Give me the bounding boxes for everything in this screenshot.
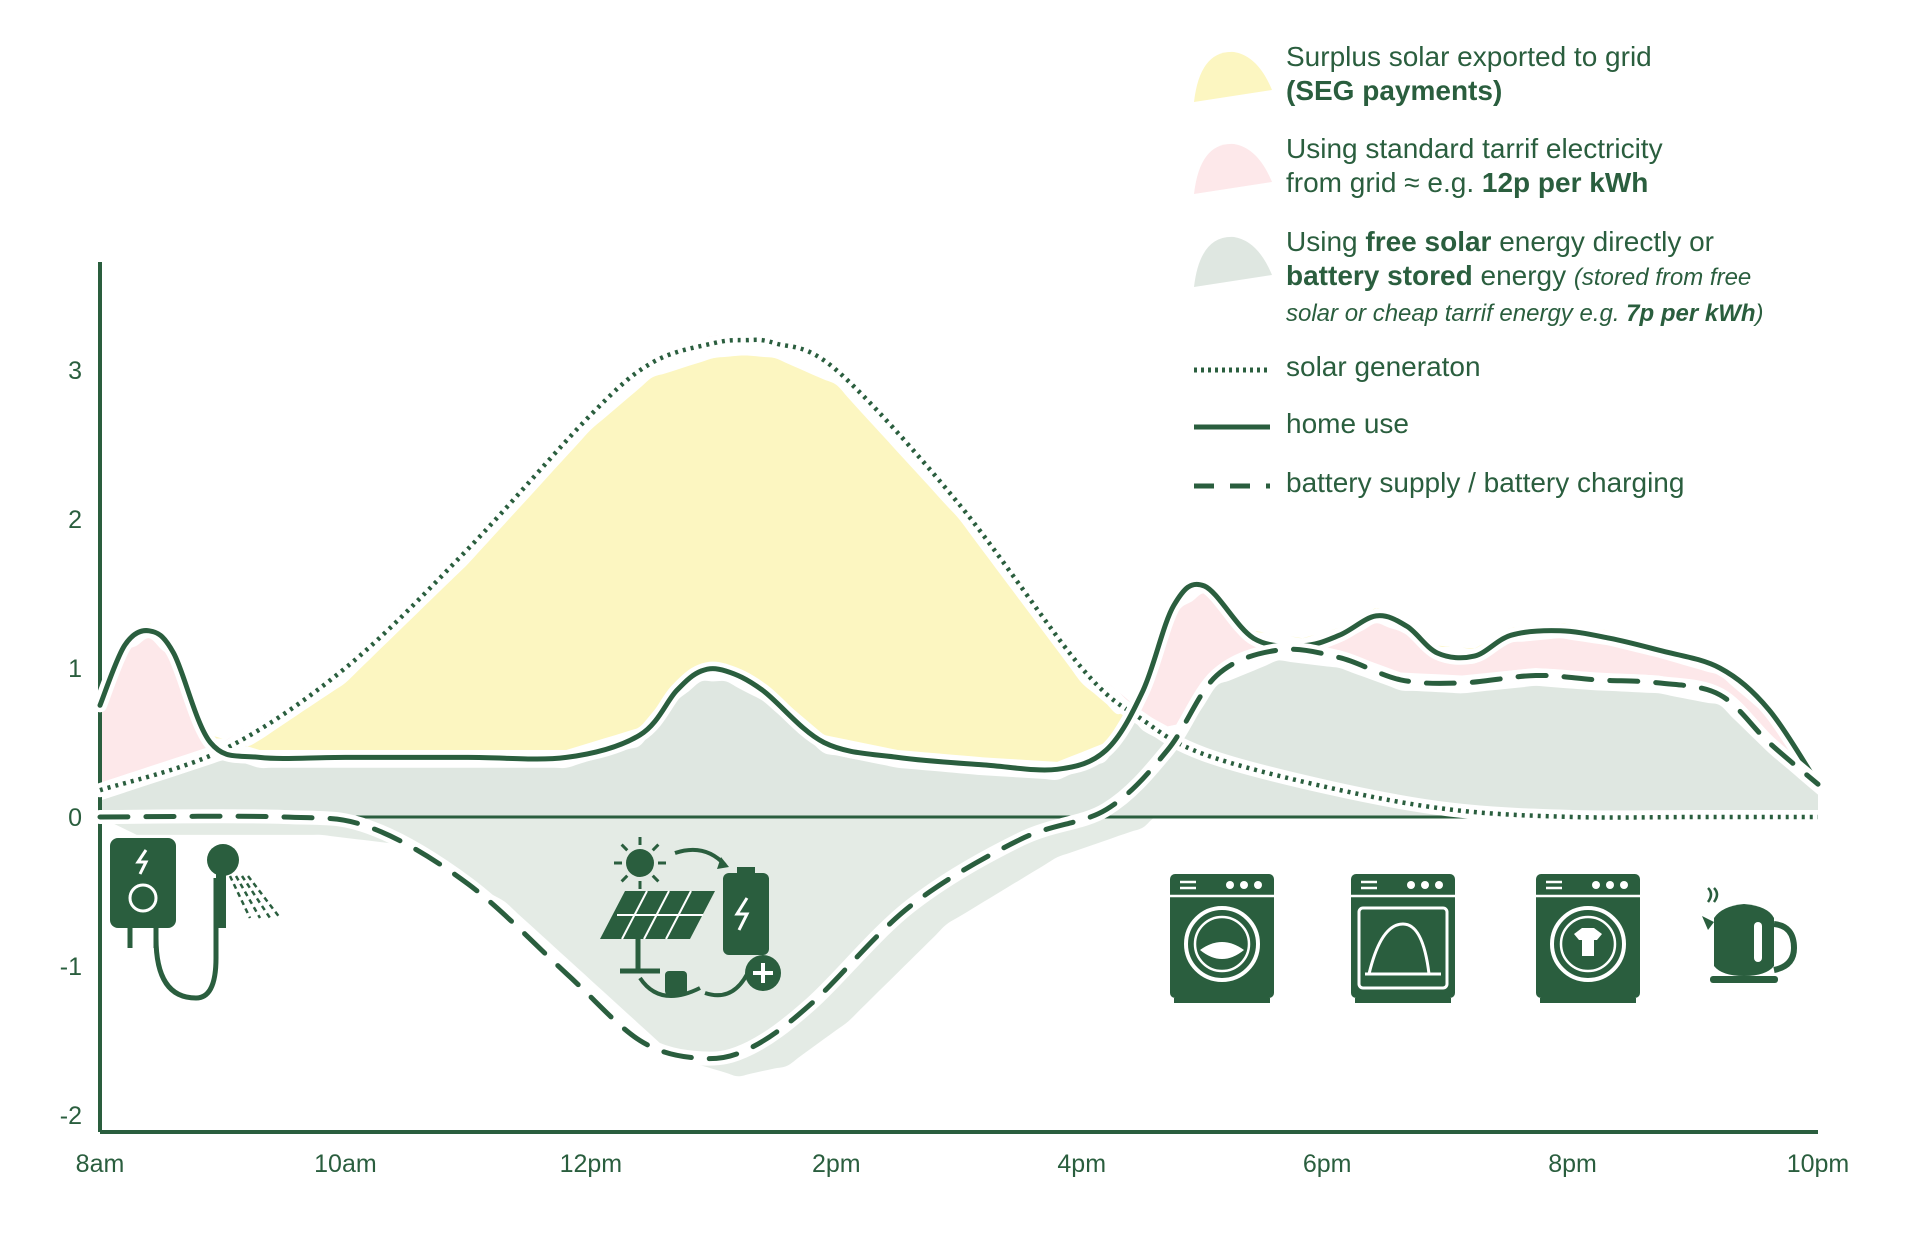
washing-machine-icon	[1170, 874, 1274, 1003]
legend-label-line: battery supply / battery charging	[1286, 467, 1685, 498]
x-tick-label: 6pm	[1303, 1150, 1352, 1178]
legend-swatch-dotted-line	[1194, 367, 1270, 373]
surplus-solar-area	[100, 355, 1818, 777]
legend-label-line: Using standard tarrif electricity	[1286, 133, 1663, 164]
solid-series-line	[97, 581, 1821, 787]
chart-ticks: 8am 10am 12pm 2pm 4pm 6pm 8pm 10pm 3 2 1 0 -1 -2	[60, 357, 1850, 1178]
legend-label-line: solar generaton	[1286, 351, 1481, 382]
legend-swatch-green-area	[1194, 236, 1272, 287]
legend-label: home use	[1286, 407, 1409, 441]
appliance-icons	[110, 837, 1798, 1003]
legend-label-line: Using free solar energy directly or	[1286, 226, 1714, 257]
y-tick-label: -1	[60, 953, 82, 981]
legend-swatch-solid-line	[1194, 424, 1270, 430]
legend-label-line: battery stored energy (stored from free	[1286, 260, 1752, 291]
legend-swatch-pink-area	[1194, 143, 1272, 194]
x-tick-label: 2pm	[812, 1150, 861, 1178]
chart-areas	[100, 333, 1818, 1077]
washer-dryer-icon	[1536, 874, 1640, 1003]
y-tick-label: 3	[68, 357, 82, 385]
stored-energy-area	[100, 660, 1818, 817]
x-tick-label: 4pm	[1057, 1150, 1106, 1178]
legend-label-line: solar or cheap tarrif energy e.g. 7p per…	[1286, 300, 1764, 327]
legend-label: Using standard tarrif electricity from gr…	[1286, 132, 1663, 200]
battery-charging-area	[100, 816, 1818, 1077]
dashed-series-line	[97, 646, 1821, 1062]
y-tick-label: 1	[68, 655, 82, 683]
dishwasher-icon	[1351, 874, 1455, 1003]
y-tick-label: 2	[68, 506, 82, 534]
legend-label: battery supply / battery charging	[1286, 466, 1684, 500]
y-tick-label: 0	[68, 804, 82, 832]
legend-label: Using free solar energy directly or batte…	[1286, 225, 1764, 331]
legend-label-line: (SEG payments)	[1286, 75, 1503, 106]
legend-label: Surplus solar exported to grid (SEG payme…	[1286, 40, 1652, 108]
x-tick-label: 10am	[314, 1150, 377, 1178]
x-tick-label: 12pm	[560, 1150, 623, 1178]
x-tick-label: 8am	[76, 1150, 125, 1178]
kettle-icon	[1702, 887, 1798, 983]
legend-swatch-yellow-area	[1194, 51, 1272, 102]
legend-swatch-dashed-line	[1194, 483, 1270, 489]
x-tick-label: 10pm	[1787, 1150, 1850, 1178]
legend-label: solar generaton	[1286, 350, 1481, 384]
legend-label-line: Surplus solar exported to grid	[1286, 41, 1652, 72]
legend-label-line: from grid ≈ e.g. 12p per kWh	[1286, 167, 1649, 198]
dotted-series-line	[99, 337, 1818, 820]
solar-battery-charging-icon	[600, 837, 781, 998]
x-tick-label: 8pm	[1548, 1150, 1597, 1178]
electric-shower-icon	[110, 838, 281, 1001]
chart-lines	[93, 332, 1825, 1066]
y-tick-label: -2	[60, 1102, 82, 1130]
legend-label-line: home use	[1286, 408, 1409, 439]
